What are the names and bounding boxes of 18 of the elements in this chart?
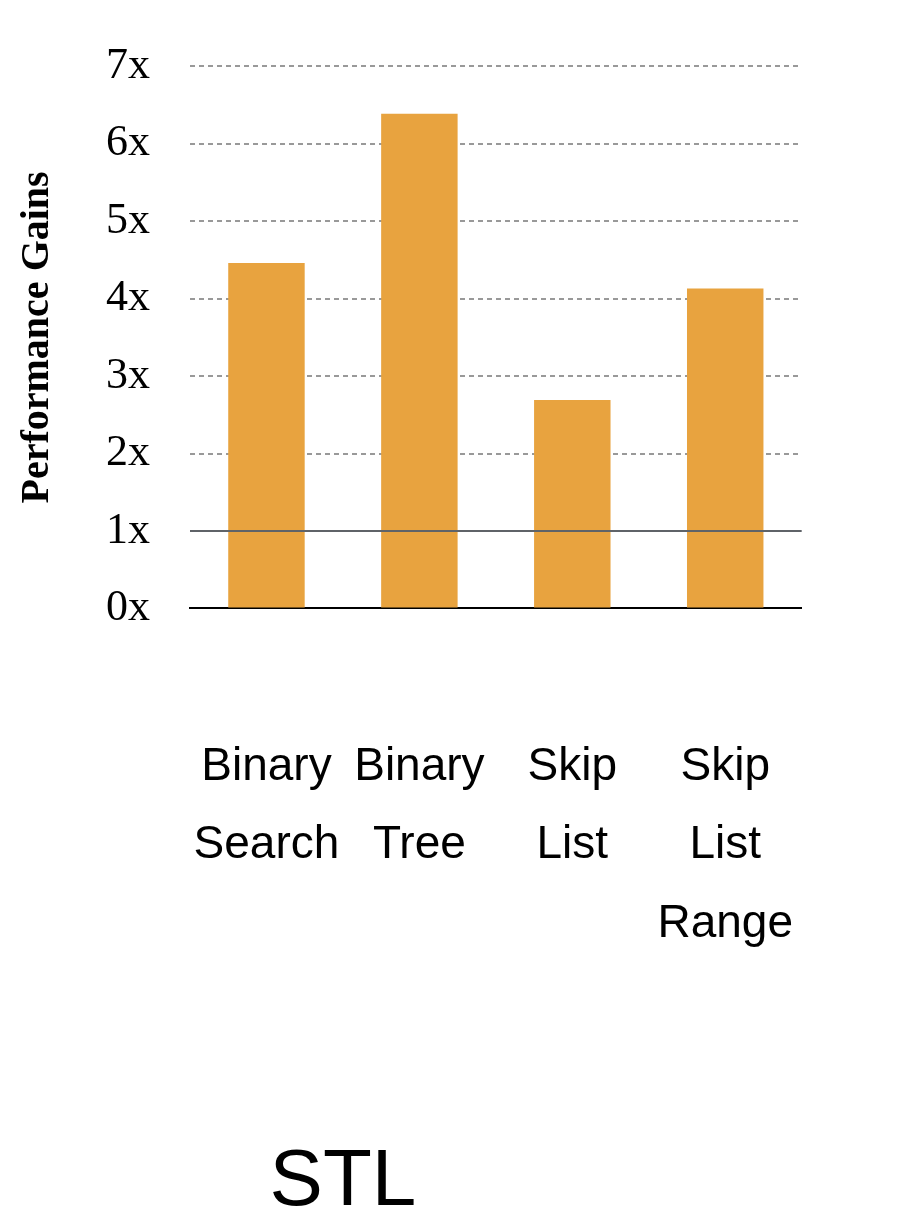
- text: STL: [269, 1133, 417, 1222]
- y-tick-label: 2x: [106, 426, 150, 476]
- y-axis-title: Performance Gains: [12, 171, 58, 504]
- bar: [534, 400, 611, 608]
- y-tick-label: 3x: [106, 348, 150, 398]
- x-tick-label: Binary Search: [193, 738, 340, 869]
- y-tick-label: 4x: [106, 271, 150, 321]
- x-tick-label: Skip List: [527, 738, 618, 869]
- x-tick-label: Binary Tree: [354, 738, 485, 869]
- y-tick-label: 6x: [106, 116, 150, 166]
- y-tick-label: 5x: [106, 193, 150, 243]
- bar: [228, 263, 305, 608]
- bar: [686, 288, 764, 608]
- bar: [381, 113, 458, 608]
- y-tick-label: 7x: [106, 38, 150, 88]
- y-tick-label: 0x: [106, 580, 150, 630]
- x-tick-label: Skip List Range: [657, 738, 794, 947]
- y-tick-label: 1x: [106, 503, 150, 553]
